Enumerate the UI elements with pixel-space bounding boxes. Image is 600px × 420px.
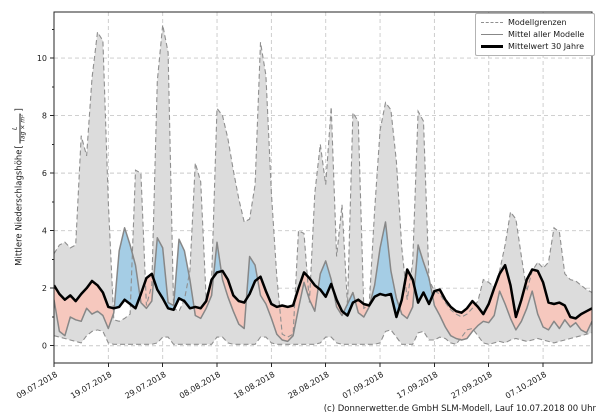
- legend-label: Mittelwert 30 Jahre: [508, 42, 585, 51]
- y-tick-label: 4: [42, 226, 47, 235]
- y-tick-label: 8: [42, 111, 47, 120]
- legend-label: Mittel aller Modelle: [508, 30, 585, 39]
- lower-bound-line: [54, 327, 592, 345]
- below-normal-fill: [54, 265, 592, 342]
- y-tick-label: 6: [42, 169, 47, 178]
- legend-label: Modellgrenzen: [508, 18, 567, 27]
- legend-item-30y-mean: Mittelwert 30 Jahre: [481, 42, 588, 51]
- unit-fraction: L Tag × m²: [12, 113, 27, 144]
- copyright-footer: (c) Donnerwetter.de GmbH SLM-Modell, Lau…: [323, 404, 596, 414]
- black-line-swatch: [481, 45, 503, 48]
- upper-bound-line: [54, 24, 592, 338]
- y-tick-label: 0: [42, 342, 47, 351]
- unit-bracket-open: [: [14, 145, 25, 149]
- unit-denominator: Tag × m²: [19, 113, 27, 144]
- gray-line-swatch: [481, 34, 503, 35]
- unit-bracket-close: ]: [14, 108, 25, 112]
- legend-item-model-bounds: Modellgrenzen: [481, 18, 588, 27]
- legend: Modellgrenzen Mittel aller Modelle Mitte…: [475, 13, 595, 56]
- model-range-area: [54, 24, 592, 345]
- dashed-line-swatch: [481, 22, 503, 23]
- y-axis-label-text: Mittlere Niederschlagshöhe: [14, 149, 25, 266]
- model-mean-line: [54, 221, 592, 343]
- y-axis-label: Mittlere Niederschlagshöhe [ L Tag × m² …: [12, 12, 28, 363]
- legend-item-model-mean: Mittel aller Modelle: [481, 30, 588, 39]
- plot-frame: [53, 11, 593, 364]
- y-tick-label: 2: [42, 284, 47, 293]
- mean-30y-line: [54, 263, 592, 320]
- y-tick-label: 10: [37, 54, 47, 63]
